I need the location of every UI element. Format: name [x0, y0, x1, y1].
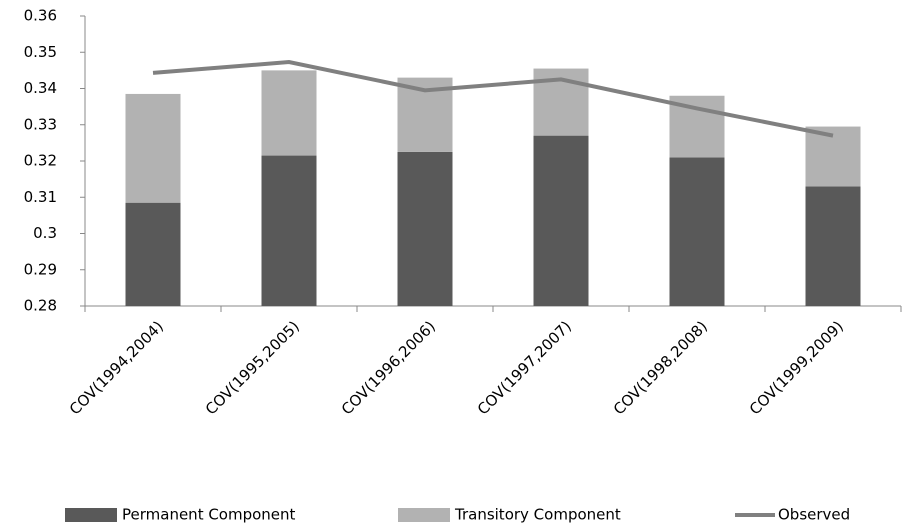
bar-segment — [261, 70, 317, 156]
x-tick-label: COV(1995,2005) — [202, 317, 303, 418]
y-tick-label: 0.29 — [24, 260, 57, 278]
bar-segment — [125, 202, 181, 306]
y-tick-label: 0.28 — [24, 297, 57, 315]
x-tick-label: COV(1997,2007) — [474, 317, 575, 418]
bar-segment — [261, 155, 317, 306]
x-tick-label: COV(1998,2008) — [610, 317, 711, 418]
y-tick-label: 0.36 — [24, 7, 57, 25]
bar-segment — [397, 151, 453, 306]
x-tick-label: COV(1994,2004) — [66, 317, 167, 418]
bar-segment — [533, 135, 589, 306]
bar-segment — [669, 157, 725, 306]
x-tick-label: COV(1996,2006) — [338, 317, 439, 418]
y-tick-label: 0.33 — [24, 115, 57, 133]
x-tick-label: COV(1999,2009) — [746, 317, 847, 418]
y-tick-label: 0.35 — [24, 43, 57, 61]
observed-line — [152, 60, 834, 138]
legend-label: Observed — [778, 506, 850, 524]
bar-segment — [805, 186, 861, 306]
legend-label: Transitory Component — [454, 506, 621, 524]
legend: Permanent Component Transitory Component O… — [65, 506, 850, 524]
y-tick-label: 0.31 — [24, 188, 57, 206]
legend-label: Permanent Component — [122, 506, 296, 524]
bar-segment — [125, 93, 181, 203]
bar-segment — [805, 126, 861, 187]
y-tick-label: 0.3 — [33, 224, 57, 242]
legend-swatch — [398, 508, 450, 522]
y-tick-label: 0.32 — [24, 152, 57, 170]
legend-swatch — [65, 508, 117, 522]
y-tick-label: 0.34 — [24, 79, 57, 97]
